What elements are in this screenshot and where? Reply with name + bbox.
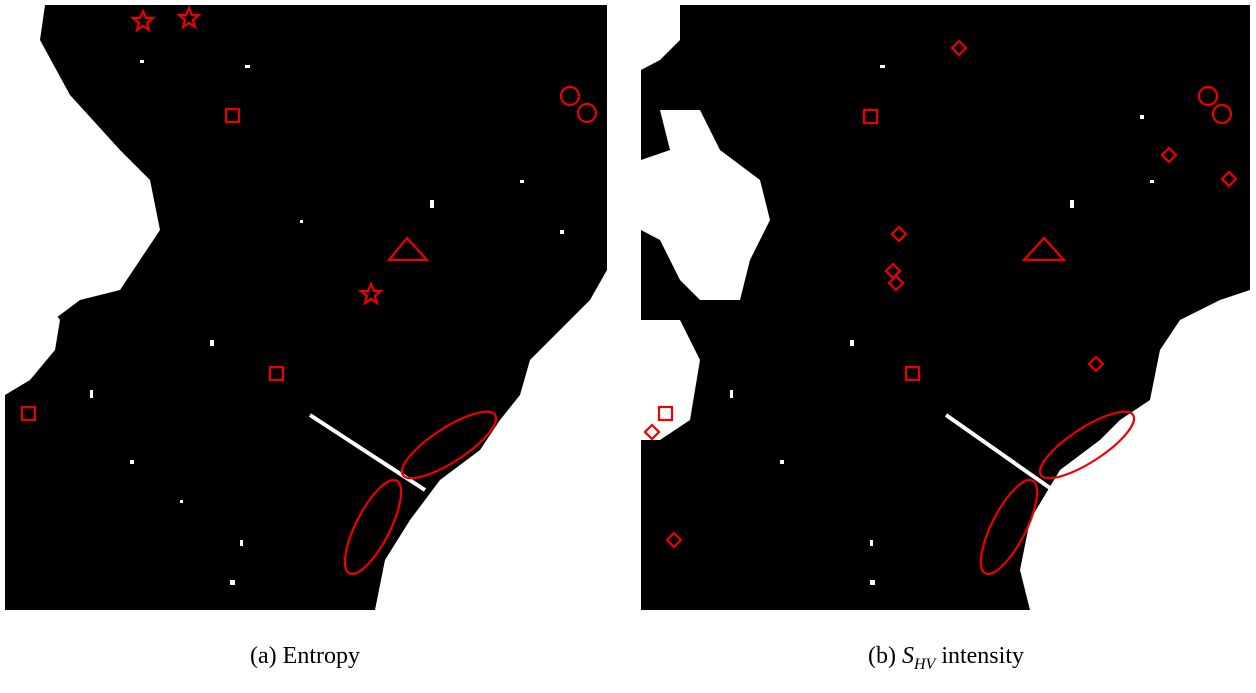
caption-label: (b) [868,643,896,669]
panel-a-image [5,5,607,610]
figure: (a) Entropy (b) SHV intensity [0,0,1256,693]
caption-a: (a) Entropy [250,643,360,670]
panel-b-image [641,5,1250,610]
caption-label: (a) [250,643,277,669]
caption-text: intensity [941,643,1024,669]
caption-symbol: S [902,643,914,669]
figure-images [0,0,1256,693]
caption-b: (b) SHV intensity [868,643,1024,674]
caption-subscript: HV [914,656,935,673]
caption-text: Entropy [283,643,360,669]
